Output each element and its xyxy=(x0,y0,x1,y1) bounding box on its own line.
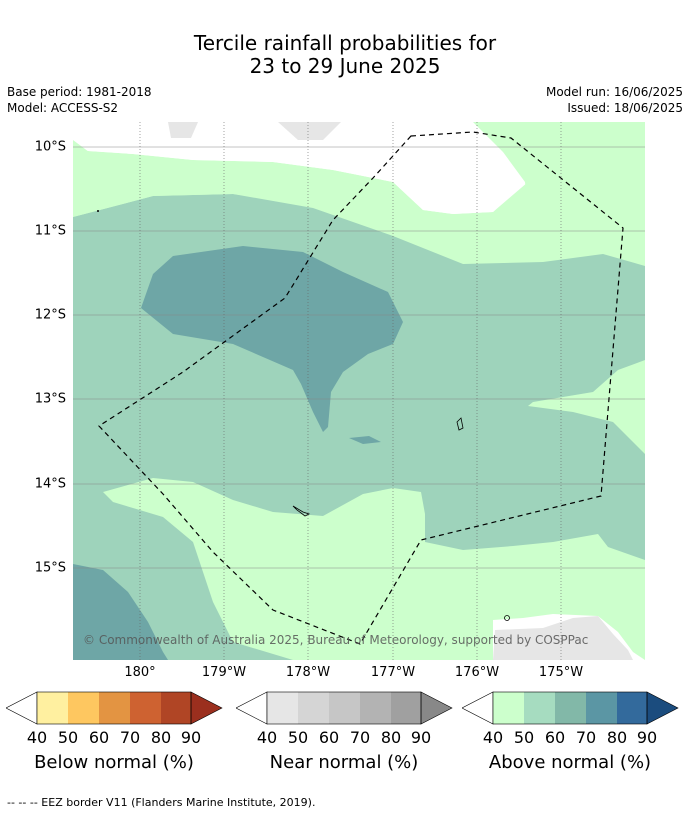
region-above-40-band xyxy=(73,122,645,266)
map-title-line1: Tercile rainfall probabilities for xyxy=(193,31,497,55)
lon-label-178w: 178°W xyxy=(285,665,331,680)
tick: 60 xyxy=(318,728,340,747)
model-run: Model run: 16/06/2025 xyxy=(545,85,683,99)
tick: 90 xyxy=(180,728,202,747)
island-3 xyxy=(504,615,510,621)
probability-map xyxy=(73,122,645,660)
lon-label-176w: 176°W xyxy=(454,665,500,680)
colorbar-above-normal xyxy=(461,690,680,730)
tick: 60 xyxy=(544,728,566,747)
tick: 70 xyxy=(575,728,597,747)
tick: 40 xyxy=(256,728,278,747)
tick: 90 xyxy=(636,728,658,747)
map-canvas xyxy=(73,122,645,660)
colorbar-below-swatch xyxy=(68,692,99,724)
copyright-text: © Commonwealth of Australia 2025, Bureau… xyxy=(83,633,589,647)
region-grey-southeast xyxy=(493,616,633,660)
colorbar-near-swatch xyxy=(360,692,391,724)
lat-label-12s: 12°S xyxy=(34,307,66,323)
colorbar-near-swatch xyxy=(391,692,421,724)
colorbar-above-swatch xyxy=(646,691,679,725)
region-grey-1 xyxy=(168,122,198,138)
lon-label-180: 180° xyxy=(124,665,156,680)
tick: 70 xyxy=(349,728,371,747)
colorbar-near-swatch xyxy=(267,692,298,724)
colorbar-near-swatch xyxy=(420,691,453,725)
region-grey-2 xyxy=(278,122,341,140)
colorbar-near-swatch xyxy=(329,692,360,724)
region-above-60-southwest xyxy=(73,564,168,660)
tick: 50 xyxy=(287,728,309,747)
eez-border xyxy=(98,131,624,645)
tick: 80 xyxy=(606,728,628,747)
lon-label-179w: 179°W xyxy=(201,665,247,680)
model-name: Model: ACCESS-S2 xyxy=(7,101,119,115)
lat-label-14s: 14°S xyxy=(34,476,66,492)
colorbar-near-normal xyxy=(235,690,454,730)
tick: 60 xyxy=(88,728,110,747)
region-white-north-edge xyxy=(73,122,528,214)
base-period: Base period: 1981-2018 xyxy=(7,85,152,99)
colorbar-near-swatch xyxy=(298,692,329,724)
island-4 xyxy=(97,210,99,212)
region-above-60-small xyxy=(349,436,381,444)
lon-label-177w: 177°W xyxy=(370,665,416,680)
region-above-40-south xyxy=(103,478,645,660)
tick: 80 xyxy=(150,728,172,747)
colorbar-below-swatch xyxy=(99,692,130,724)
colorbar-below-label: Below normal (%) xyxy=(34,752,194,773)
lon-label-175w: 175°W xyxy=(538,665,584,680)
colorbar-below-swatch xyxy=(161,692,191,724)
map-title-line2: 23 to 29 June 2025 xyxy=(249,54,441,78)
tick: 90 xyxy=(410,728,432,747)
colorbar-above-swatch xyxy=(586,692,617,724)
lat-label-15s: 15°S xyxy=(34,560,66,576)
colorbar-below-normal xyxy=(5,690,224,730)
tick: 40 xyxy=(26,728,48,747)
colorbar-above-swatch xyxy=(617,692,647,724)
meta-right: Model run: 16/06/2025 Issued: 18/06/2025 xyxy=(546,84,683,116)
colorbar-below-swatch xyxy=(190,691,223,725)
colorbar-above-label: Above normal (%) xyxy=(488,752,652,773)
tick: 80 xyxy=(380,728,402,747)
lat-label-11s: 11°S xyxy=(34,223,66,239)
eez-legend-note: -- -- -- EEZ border V11 (Flanders Marine… xyxy=(7,796,316,809)
region-above-40-east xyxy=(528,360,645,454)
meta-left: Base period: 1981-2018 Model: ACCESS-S2 xyxy=(7,84,152,116)
region-above-60 xyxy=(141,246,403,432)
tick: 40 xyxy=(482,728,504,747)
lat-label-10s: 10°S xyxy=(34,139,66,155)
lat-label-13s: 13°S xyxy=(34,391,66,407)
tick: 50 xyxy=(57,728,79,747)
tick: 50 xyxy=(513,728,535,747)
island-2 xyxy=(292,505,311,517)
lat-gridlines xyxy=(73,146,645,569)
tick: 70 xyxy=(119,728,141,747)
island-1 xyxy=(456,417,464,431)
colorbar-near-label: Near normal (%) xyxy=(269,752,419,773)
colorbar-above-swatch xyxy=(524,692,555,724)
colorbar-below-swatch xyxy=(37,692,68,724)
colorbar-above-swatch xyxy=(555,692,586,724)
issued-date: Issued: 18/06/2025 xyxy=(567,101,683,115)
colorbar-above-swatch xyxy=(493,692,524,724)
colorbar-below-swatch xyxy=(130,692,161,724)
